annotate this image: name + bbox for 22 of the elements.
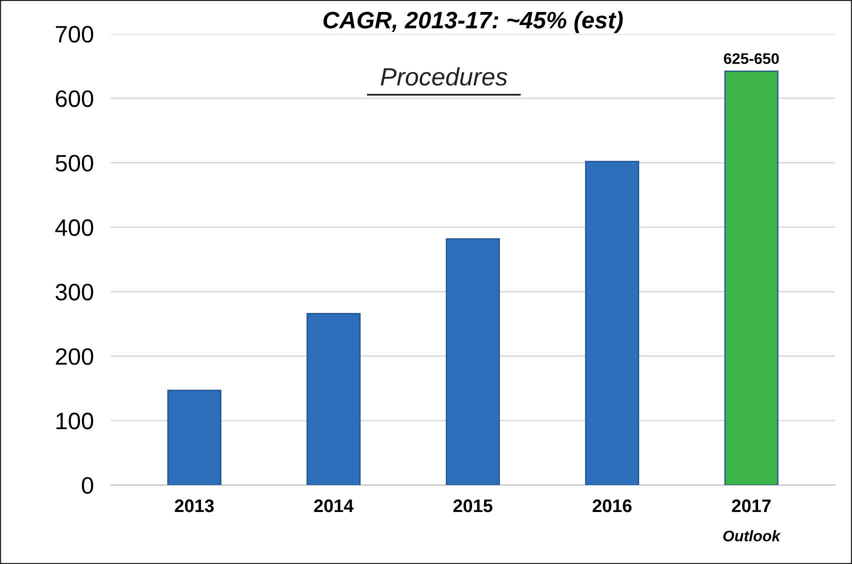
text: Procedures (380, 67, 508, 86)
bar (306, 313, 361, 486)
x-tick-label: 2013 (174, 499, 214, 512)
y-tick-label: 600 (56, 90, 94, 108)
bar (585, 160, 640, 486)
bar (167, 390, 222, 486)
y-tick-label: 100 (56, 412, 94, 430)
y-tick-label: 200 (56, 348, 94, 365)
bar (724, 70, 778, 486)
y-tick-label: 300 (56, 284, 94, 300)
x-tick-label: 2016 (592, 499, 632, 512)
y-tick-label: 400 (55, 219, 94, 236)
y-tick-label: 500 (56, 154, 94, 172)
x-tick-label: 2017 (732, 499, 771, 512)
y-tick-label: 0 (82, 477, 94, 494)
bar (446, 238, 500, 486)
chart-title: CAGR, 2013-17: ~45% (est) (323, 11, 623, 34)
x-tick-label: 2015 (453, 499, 492, 512)
data-label: 625-650 (724, 53, 779, 64)
x-tick-label: 2014 (314, 499, 354, 512)
y-tick-label: 700 (56, 26, 94, 43)
text: Outlook (723, 530, 781, 542)
